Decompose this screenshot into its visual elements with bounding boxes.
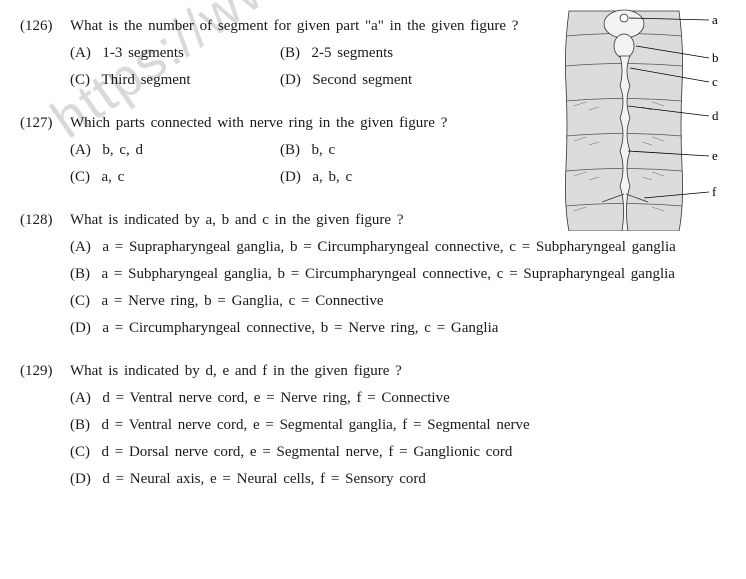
question-text: What is indicated by a, b and c in the g… (70, 212, 726, 229)
option: (A) a = Suprapharyngeal ganglia, b = Cir… (70, 239, 686, 256)
options: (A) a = Suprapharyngeal ganglia, b = Cir… (70, 239, 726, 347)
option-text: a, c (102, 169, 125, 185)
question: (127)Which parts connected with nerve ri… (20, 115, 726, 200)
option-text: Third segment (102, 72, 191, 88)
option-label: (C) (70, 444, 90, 460)
option-text: a = Suprapharyngeal ganglia, b = Circump… (102, 239, 675, 255)
question: (129)What is indicated by d, e and f in … (20, 363, 726, 502)
option: (C) Third segment (70, 72, 280, 89)
option: (C) a = Nerve ring, b = Ganglia, c = Con… (70, 293, 686, 310)
option: (A) b, c, d (70, 142, 280, 159)
option-label: (A) (70, 239, 91, 255)
option-text: b, c, d (102, 142, 143, 158)
option-label: (A) (70, 142, 91, 158)
option: (B) 2-5 segments (280, 45, 490, 62)
option-label: (A) (70, 45, 91, 61)
option-label: (C) (70, 169, 90, 185)
option-label: (B) (280, 45, 300, 61)
option: (A) 1-3 segments (70, 45, 280, 62)
option-label: (C) (70, 72, 90, 88)
option-text: a = Nerve ring, b = Ganglia, c = Connect… (102, 293, 384, 309)
option: (C) d = Dorsal nerve cord, e = Segmental… (70, 444, 686, 461)
option-text: Second segment (312, 72, 412, 88)
option-label: (D) (280, 72, 301, 88)
question-number: (126) (20, 18, 70, 35)
option: (D) a, b, c (280, 169, 490, 186)
question-list: (126)What is the number of segment for g… (20, 18, 726, 502)
option-text: d = Neural axis, e = Neural cells, f = S… (102, 471, 426, 487)
question-number: (128) (20, 212, 70, 229)
question-number: (127) (20, 115, 70, 132)
option-text: d = Ventral nerve cord, e = Nerve ring, … (102, 390, 449, 406)
option-text: a, b, c (312, 169, 352, 185)
option: (B) a = Subpharyngeal ganglia, b = Circu… (70, 266, 686, 283)
option-text: d = Ventral nerve cord, e = Segmental ga… (102, 417, 530, 433)
question-text: What is indicated by d, e and f in the g… (70, 363, 726, 380)
option-label: (D) (280, 169, 301, 185)
option-text: 1-3 segments (102, 45, 184, 61)
option-text: a = Circumpharyngeal connective, b = Ner… (102, 320, 498, 336)
option-text: 2-5 segments (312, 45, 394, 61)
option-text: a = Subpharyngeal ganglia, b = Circumpha… (102, 266, 675, 282)
question: (126)What is the number of segment for g… (20, 18, 726, 103)
option-label: (D) (70, 471, 91, 487)
question-body: What is indicated by d, e and f in the g… (70, 363, 726, 502)
option-label: (B) (70, 266, 90, 282)
option: (A) d = Ventral nerve cord, e = Nerve ri… (70, 390, 686, 407)
question-text: Which parts connected with nerve ring in… (70, 115, 540, 132)
question-text: What is the number of segment for given … (70, 18, 540, 35)
option: (D) d = Neural axis, e = Neural cells, f… (70, 471, 686, 488)
options: (A) d = Ventral nerve cord, e = Nerve ri… (70, 390, 726, 498)
option: (B) d = Ventral nerve cord, e = Segmenta… (70, 417, 686, 434)
question-number: (129) (20, 363, 70, 380)
question-body: What is indicated by a, b and c in the g… (70, 212, 726, 351)
option-label: (D) (70, 320, 91, 336)
option-text: b, c (312, 142, 336, 158)
question-body: Which parts connected with nerve ring in… (70, 115, 726, 200)
option-label: (B) (70, 417, 90, 433)
options: (A) 1-3 segments(B) 2-5 segments(C) Thir… (70, 45, 540, 99)
option: (C) a, c (70, 169, 280, 186)
question: (128)What is indicated by a, b and c in … (20, 212, 726, 351)
option-label: (A) (70, 390, 91, 406)
option: (B) b, c (280, 142, 490, 159)
option-label: (B) (280, 142, 300, 158)
option-text: d = Dorsal nerve cord, e = Segmental ner… (102, 444, 513, 460)
option-label: (C) (70, 293, 90, 309)
option: (D) Second segment (280, 72, 490, 89)
options: (A) b, c, d(B) b, c(C) a, c(D) a, b, c (70, 142, 540, 196)
option: (D) a = Circumpharyngeal connective, b =… (70, 320, 686, 337)
question-body: What is the number of segment for given … (70, 18, 726, 103)
